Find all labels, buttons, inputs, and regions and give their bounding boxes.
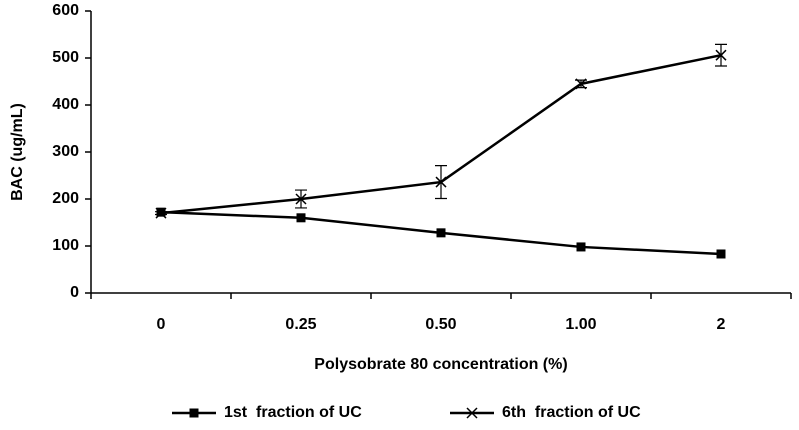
marker bbox=[715, 49, 727, 61]
y-tick-label: 400 bbox=[52, 96, 79, 113]
y-tick-label: 200 bbox=[52, 190, 79, 207]
x-tick-label: 1.00 bbox=[565, 316, 596, 333]
legend-marker bbox=[466, 407, 478, 419]
marker bbox=[435, 176, 447, 188]
marker bbox=[716, 249, 726, 259]
legend-label: 1st fraction of UC bbox=[224, 404, 362, 421]
legend-marker bbox=[189, 408, 199, 418]
x-tick-label: 0.50 bbox=[425, 316, 456, 333]
y-tick-label: 300 bbox=[52, 143, 79, 160]
y-tick-label: 600 bbox=[52, 2, 79, 19]
x-tick-label: 0 bbox=[157, 316, 166, 333]
marker bbox=[576, 242, 586, 252]
x-axis-label: Polysobrate 80 concentration (%) bbox=[314, 356, 567, 373]
legend-label: 6th fraction of UC bbox=[502, 404, 641, 421]
y-tick-label: 500 bbox=[52, 49, 79, 66]
marker bbox=[575, 78, 587, 90]
marker bbox=[436, 228, 446, 238]
marker bbox=[295, 193, 307, 205]
x-tick-label: 0.25 bbox=[285, 316, 316, 333]
marker bbox=[155, 207, 167, 219]
marker bbox=[296, 213, 306, 223]
y-tick-label: 100 bbox=[52, 237, 79, 254]
y-tick-label: 0 bbox=[70, 284, 79, 301]
x-tick-label: 2 bbox=[717, 316, 726, 333]
y-axis-label: BAC (ug/mL) bbox=[9, 103, 26, 201]
